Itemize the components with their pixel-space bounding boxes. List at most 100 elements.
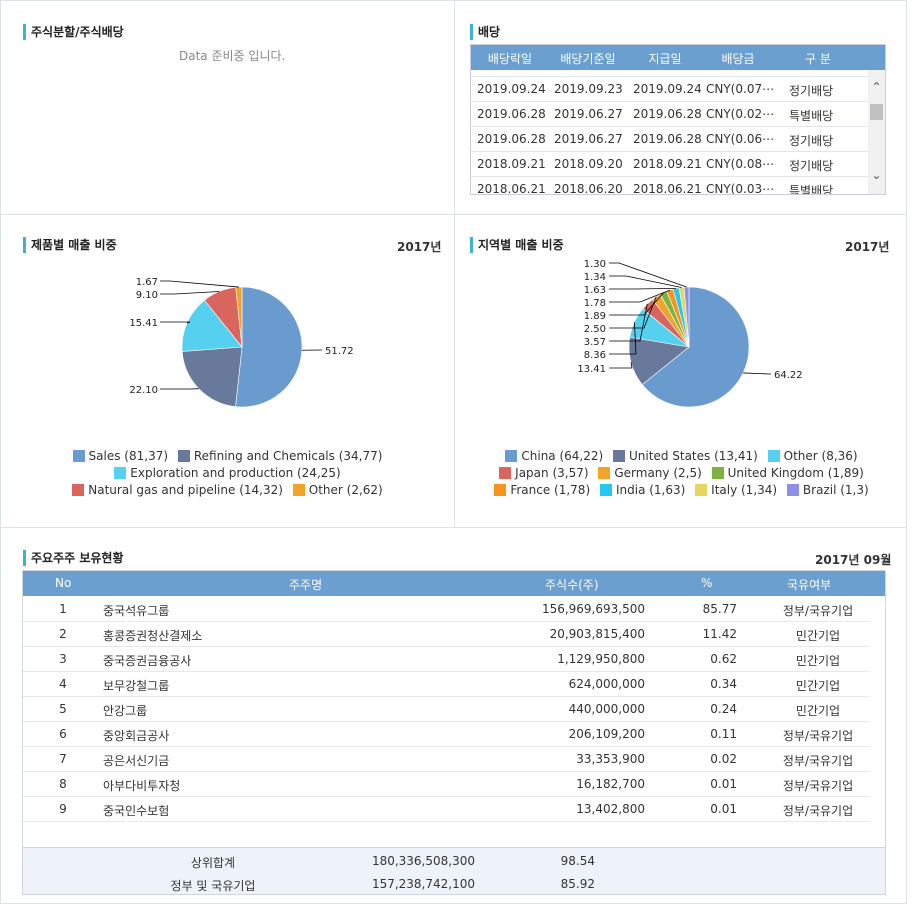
cell-shares: 624,000,000 (568, 677, 645, 691)
cell-holder: 중국증권금융공사 (103, 654, 192, 668)
dividend-scrollbar[interactable]: ⌃ ⌄ (868, 70, 885, 194)
col-amount: 배당금 (721, 52, 755, 66)
cell-no: 8 (59, 777, 67, 791)
pie-slice-china[interactable] (641, 286, 750, 408)
legend-item[interactable]: China (64,22) (505, 448, 603, 465)
table-row: 3 중국증권금융공사 1,129,950,800 0.62 민간기업 (23, 646, 869, 672)
product-pie-chart: 51.72 22.10 15.41 9.10 1.67 (129, 277, 354, 408)
dividend-row: 2019.06.28 2019.06.27 2019.06.28 CNY(0.0… (471, 126, 869, 152)
cell: CNY(0.03⋯ (706, 182, 775, 195)
cell: 2019.06.28 (477, 107, 546, 121)
legend-item[interactable]: France (1,78) (494, 482, 590, 499)
pie-label-line (609, 289, 671, 303)
legend-item[interactable]: Germany (2,5) (598, 465, 702, 482)
legend-item[interactable]: Brazil (1,3) (786, 482, 869, 499)
cell-no: 7 (59, 752, 67, 766)
legend-swatch (177, 450, 190, 462)
cell-holder: 아부다비투자청 (103, 779, 181, 793)
pie-label-line (609, 303, 648, 342)
pie-slice-sales[interactable] (235, 286, 303, 408)
split-title: 주식분할/주식배당 (23, 24, 124, 40)
legend-item[interactable]: Natural gas and pipeline (14,32) (72, 482, 283, 499)
table-row: 7 공은서신기금 33,353,900 0.02 정부/국유기업 (23, 746, 869, 772)
cell-shares: 206,109,200 (568, 727, 645, 741)
cell-percent: 0.02 (710, 752, 737, 766)
legend-label: Italy (1,34) (711, 483, 778, 497)
dividend-title: 배당 (470, 24, 500, 40)
pie-data-label: 64.22 (774, 370, 803, 381)
col-recorddate: 배당기준일 (560, 52, 616, 66)
cell-stateowned: 정부/국유기업 (782, 779, 854, 793)
legend-label: India (1,63) (615, 483, 686, 497)
pie-slice-other[interactable] (235, 286, 243, 348)
pie-slice-refining-and-chemicals[interactable] (181, 346, 243, 407)
cell-stateowned: 정부/국유기업 (782, 729, 854, 743)
col-paydate: 지급일 (648, 52, 682, 66)
legend-item[interactable]: Italy (1,34) (695, 482, 777, 499)
pie-label-line (609, 288, 677, 290)
cell: CNY(0.08⋯ (706, 157, 775, 171)
dividend-panel: 배당 (454, 0, 907, 215)
cell-stateowned: 정부/국유기업 (782, 804, 854, 818)
legend-item[interactable]: India (1,63) (599, 482, 686, 499)
legend-item[interactable]: United Kingdom (1,89) (711, 465, 864, 482)
dividend-row: 2019.06.28 2019.06.27 2019.06.28 CNY(0.0… (471, 101, 869, 127)
cell: 2018.06.20 (554, 182, 623, 195)
shareholders-date: 2017년 09월 (815, 553, 892, 567)
legend-item[interactable]: United States (13,41) (613, 448, 758, 465)
table-row: 8 아부다비투자청 16,182,700 0.01 정부/국유기업 (23, 771, 869, 797)
legend-item[interactable]: Other (8,36) (767, 448, 858, 465)
pie-slice-brazil[interactable] (683, 286, 690, 348)
pie-data-label: 51.72 (325, 346, 354, 357)
legend-swatch (598, 467, 611, 479)
cell-shares: 440,000,000 (568, 702, 645, 716)
cell: 2019.06.27 (554, 107, 623, 121)
pie-label-line (609, 275, 682, 288)
legend-item[interactable]: Exploration and production (24,25) (114, 465, 341, 482)
cell-percent: 0.24 (710, 702, 737, 716)
legend-label: Other (8,36) (783, 449, 858, 463)
legend-item[interactable]: Sales (81,37) (72, 448, 168, 465)
col-shares: 주식수(주) (545, 578, 599, 592)
cell: 특별배당 (789, 109, 834, 123)
cell-holder: 홍콩증권청산결제소 (103, 629, 203, 643)
col-no: No (55, 576, 72, 590)
scroll-thumb[interactable] (870, 104, 883, 120)
cell: 2019.06.28 (633, 107, 702, 121)
scroll-up-icon[interactable]: ⌃ (871, 80, 882, 94)
cell-percent: 0.11 (710, 727, 737, 741)
dividend-row: 2018.09.21 2018.09.20 2018.09.21 CNY(0.0… (471, 151, 869, 177)
cell-shares: 13,402,800 (576, 802, 645, 816)
legend-item[interactable]: Refining and Chemicals (34,77) (177, 448, 382, 465)
legend-label: United States (13,41) (629, 449, 758, 463)
cell-no: 5 (59, 702, 67, 716)
cell: 2018.06.21 (633, 182, 702, 195)
product-legend: Sales (81,37) Refining and Chemicals (34… (20, 448, 435, 499)
dividend-row: 2018.06.21 2018.06.20 2018.06.21 CNY(0.0… (471, 176, 869, 195)
shareholders-table-header: No 주주명 주식수(주) % 국유여부 (23, 571, 885, 596)
split-nodata: Data 준비중 입니다. (179, 49, 286, 63)
pie-data-label: 1.89 (584, 311, 606, 322)
pie-data-label: 13.41 (577, 364, 606, 375)
dividend-table[interactable]: 배당락일 배당기준일 지급일 배당금 구 분 2019.09.24 2019.0… (470, 44, 886, 195)
col-stateowned: 국유여부 (787, 578, 832, 592)
region-year: 2017년 (845, 240, 890, 254)
pie-data-label: 1.30 (584, 259, 606, 270)
pie-label-line (609, 262, 687, 288)
pie-data-label: 1.63 (584, 285, 606, 296)
shareholders-table: No 주주명 주식수(주) % 국유여부 1 중국석유그룹 156,969,693,… (22, 570, 886, 895)
cell: 2018.09.20 (554, 157, 623, 171)
cell: CNY(0.07⋯ (706, 82, 775, 96)
legend-label: Natural gas and pipeline (14,32) (88, 483, 283, 497)
cell-no: 1 (59, 602, 67, 616)
legend-item[interactable]: Other (2,62) (292, 482, 383, 499)
legend-item[interactable]: Japan (3,57) (499, 465, 589, 482)
legend-swatch (711, 467, 724, 479)
cell: CNY(0.06⋯ (706, 132, 775, 146)
summary-percent: 98.54 (560, 854, 595, 868)
summary-shares: 180,336,508,300 (371, 854, 475, 868)
scroll-down-icon[interactable]: ⌄ (871, 168, 882, 182)
legend-label: Brazil (1,3) (802, 483, 869, 497)
cell: 2019.06.28 (477, 132, 546, 146)
legend-label: United Kingdom (1,89) (727, 466, 864, 480)
